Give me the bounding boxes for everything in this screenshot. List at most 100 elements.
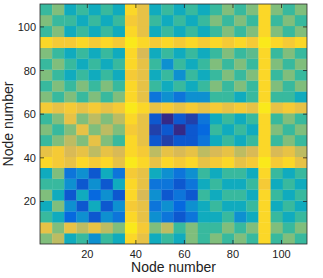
heat-cell — [149, 37, 161, 48]
heat-cell — [76, 189, 88, 200]
heat-cell — [246, 200, 258, 211]
heat-cell — [234, 222, 246, 233]
heat-cell — [76, 179, 88, 190]
cells — [40, 4, 307, 244]
heat-cell — [174, 26, 186, 37]
heat-cell — [64, 135, 76, 146]
heat-cell — [113, 113, 125, 124]
heat-cell — [283, 135, 295, 146]
heat-cell — [222, 80, 234, 91]
heat-cell — [234, 124, 246, 135]
heat-cell — [234, 113, 246, 124]
heat-cell — [283, 102, 295, 113]
y-tick-label: 20 — [24, 195, 36, 207]
heat-cell — [125, 102, 137, 113]
heat-cell — [40, 146, 52, 157]
heat-cell — [246, 168, 258, 179]
heat-cell — [222, 4, 234, 15]
heat-cell — [101, 102, 113, 113]
heat-cell — [76, 69, 88, 80]
heat-cell — [137, 200, 149, 211]
heat-cell — [295, 200, 307, 211]
heat-cell — [76, 37, 88, 48]
heat-cell — [246, 113, 258, 124]
heat-cell — [210, 146, 222, 157]
heat-cell — [137, 4, 149, 15]
heat-cell — [210, 211, 222, 222]
heat-cell — [125, 80, 137, 91]
heat-cell — [234, 211, 246, 222]
heat-cell — [137, 80, 149, 91]
heat-cell — [161, 157, 173, 168]
heat-cell — [52, 113, 64, 124]
heat-cell — [246, 189, 258, 200]
y-tick — [40, 157, 44, 158]
heat-cell — [222, 168, 234, 179]
heat-cell — [89, 15, 101, 26]
heat-cell — [149, 48, 161, 59]
heat-cell — [295, 124, 307, 135]
heat-cell — [210, 37, 222, 48]
heat-cell — [295, 48, 307, 59]
heat-cell — [149, 222, 161, 233]
heat-cell — [222, 222, 234, 233]
heat-cell — [101, 80, 113, 91]
y-tick — [303, 201, 307, 202]
heat-cell — [234, 69, 246, 80]
heat-cell — [246, 124, 258, 135]
heat-cell — [246, 59, 258, 70]
heat-cell — [258, 80, 270, 91]
heat-cell — [40, 80, 52, 91]
heat-cell — [64, 37, 76, 48]
heat-cell — [76, 233, 88, 244]
heat-cell — [234, 80, 246, 91]
heat-cell — [52, 200, 64, 211]
heat-cell — [198, 211, 210, 222]
heat-cell — [234, 157, 246, 168]
heat-cell — [161, 4, 173, 15]
heat-cell — [40, 102, 52, 113]
heat-cell — [101, 179, 113, 190]
heat-cell — [40, 37, 52, 48]
heat-cell — [149, 91, 161, 102]
heat-cell — [210, 15, 222, 26]
heat-cell — [258, 91, 270, 102]
heat-cell — [283, 179, 295, 190]
y-tick-label: 80 — [24, 65, 36, 77]
x-tick — [281, 240, 282, 244]
heat-cell — [89, 102, 101, 113]
heat-cell — [101, 124, 113, 135]
heat-cell — [271, 80, 283, 91]
heat-cell — [161, 124, 173, 135]
heat-cell — [64, 124, 76, 135]
heat-cell — [64, 146, 76, 157]
heat-cell — [186, 211, 198, 222]
heat-cell — [295, 91, 307, 102]
heat-cell — [161, 211, 173, 222]
heat-cell — [283, 211, 295, 222]
heat-cell — [222, 26, 234, 37]
heat-cell — [186, 222, 198, 233]
heat-cell — [64, 69, 76, 80]
heat-cell — [149, 26, 161, 37]
heat-cell — [64, 200, 76, 211]
heat-cell — [101, 4, 113, 15]
heat-cell — [149, 102, 161, 113]
heat-cell — [210, 124, 222, 135]
heat-cell — [137, 146, 149, 157]
heat-cell — [174, 37, 186, 48]
heat-cell — [125, 135, 137, 146]
heat-cell — [40, 91, 52, 102]
heat-cell — [89, 69, 101, 80]
heat-cell — [174, 168, 186, 179]
heat-cell — [113, 179, 125, 190]
heat-cell — [246, 37, 258, 48]
heat-cell — [186, 124, 198, 135]
heat-cell — [258, 102, 270, 113]
heat-cell — [149, 59, 161, 70]
heat-cell — [210, 135, 222, 146]
heat-cell — [222, 124, 234, 135]
heat-cell — [113, 48, 125, 59]
heat-cell — [271, 113, 283, 124]
heat-cell — [137, 189, 149, 200]
